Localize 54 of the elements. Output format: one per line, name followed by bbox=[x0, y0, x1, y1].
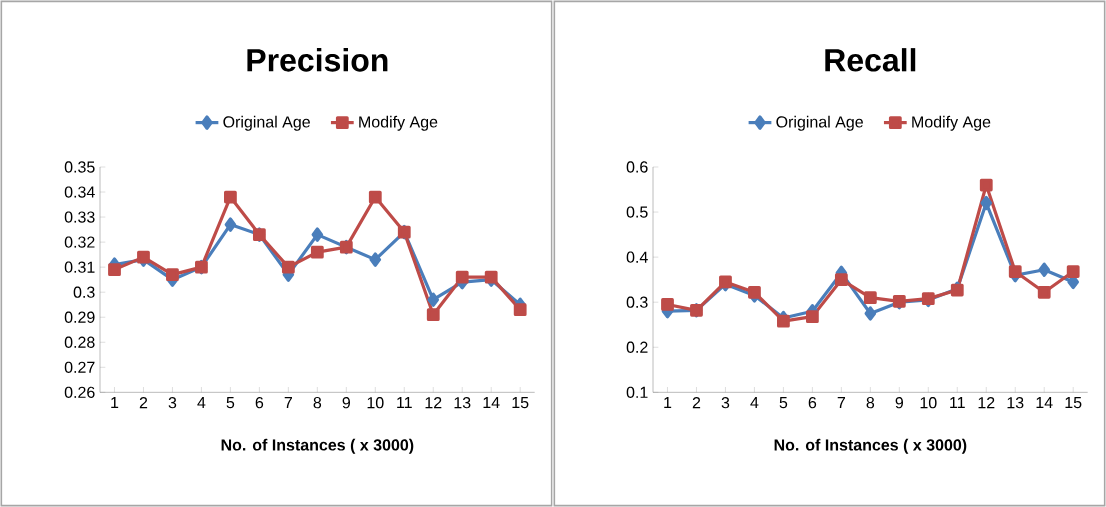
x-tick-label: 13 bbox=[1007, 397, 1024, 409]
x-tick-label: 7 bbox=[284, 397, 292, 409]
y-tick-label: 0.33 bbox=[64, 211, 95, 223]
y-tick-label: 0.3 bbox=[73, 286, 95, 298]
x-tick-label: 14 bbox=[483, 397, 500, 409]
x-tick-label: 9 bbox=[895, 397, 904, 409]
y-tick-label: 0.34 bbox=[64, 186, 95, 198]
x-tick-label: 10 bbox=[367, 397, 384, 409]
x-tick-label: 5 bbox=[779, 397, 788, 409]
y-tick-label: 0.28 bbox=[64, 336, 95, 348]
x-tick-label: 8 bbox=[866, 397, 875, 409]
y-tick-label: 0.35 bbox=[64, 161, 95, 173]
chart-title: Recall bbox=[825, 48, 916, 72]
x-axis-title: No. of Instances ( x 3000) bbox=[774, 438, 967, 454]
legend-label: Modify Age bbox=[359, 115, 438, 131]
y-tick-label: 0.26 bbox=[64, 386, 95, 398]
y-tick-label: 0.32 bbox=[64, 236, 95, 248]
x-tick-label: 9 bbox=[342, 397, 350, 409]
x-tick-label: 14 bbox=[1036, 397, 1053, 409]
x-tick-label: 6 bbox=[255, 397, 264, 409]
x-tick-label: 6 bbox=[808, 397, 817, 409]
x-tick-label: 15 bbox=[512, 397, 529, 409]
x-tick-label: 12 bbox=[978, 397, 995, 409]
x-tick-label: 7 bbox=[837, 397, 846, 409]
x-tick-label: 2 bbox=[692, 397, 701, 409]
y-tick-label: 0.2 bbox=[626, 341, 648, 353]
x-tick-label: 12 bbox=[425, 397, 442, 409]
x-tick-label: 2 bbox=[139, 397, 148, 409]
x-tick-label: 4 bbox=[750, 397, 759, 409]
y-tick-label: 0.29 bbox=[64, 311, 95, 323]
x-tick-label: 1 bbox=[664, 397, 672, 409]
legend-label: Modify Age bbox=[912, 115, 991, 131]
legend-label: Original Age bbox=[223, 115, 310, 131]
y-tick-label: 0.3 bbox=[626, 296, 648, 308]
x-tick-label: 1 bbox=[111, 397, 119, 409]
y-tick-label: 0.27 bbox=[64, 361, 95, 373]
x-tick-label: 13 bbox=[454, 397, 471, 409]
x-tick-label: 15 bbox=[1065, 397, 1082, 409]
x-tick-label: 11 bbox=[397, 397, 412, 409]
y-tick-label: 0.5 bbox=[626, 206, 648, 218]
x-tick-label: 8 bbox=[313, 397, 322, 409]
x-tick-label: 11 bbox=[950, 397, 965, 409]
y-tick-label: 0.31 bbox=[64, 261, 95, 273]
y-tick-label: 0.1 bbox=[626, 386, 648, 398]
y-tick-label: 0.4 bbox=[626, 251, 648, 263]
x-axis-title: No. of Instances ( x 3000) bbox=[221, 438, 414, 454]
x-tick-label: 10 bbox=[920, 397, 937, 409]
x-tick-label: 3 bbox=[168, 397, 177, 409]
legend-label: Original Age bbox=[776, 115, 863, 131]
x-tick-label: 4 bbox=[197, 397, 206, 409]
x-tick-label: 5 bbox=[226, 397, 235, 409]
y-tick-label: 0.6 bbox=[626, 161, 648, 173]
x-tick-label: 3 bbox=[721, 397, 730, 409]
chart-title: Precision bbox=[247, 48, 388, 72]
